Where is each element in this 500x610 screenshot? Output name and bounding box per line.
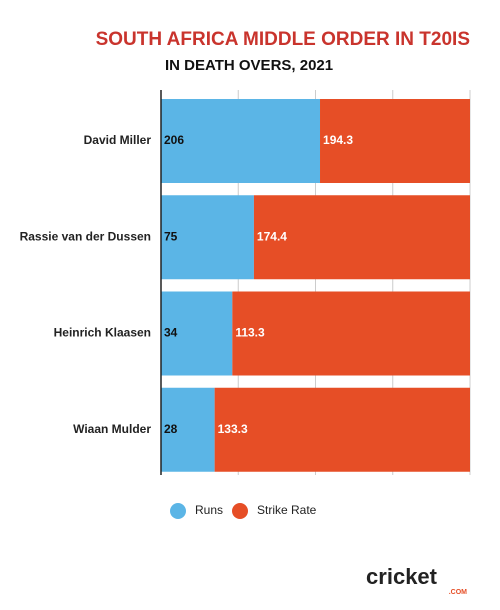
bar-segment: [214, 387, 470, 472]
category-label: Heinrich Klaasen: [54, 326, 151, 340]
value-label: 194.3: [323, 133, 353, 147]
category-label: Rassie van der Dussen: [20, 229, 151, 243]
bar-segment: [161, 99, 321, 183]
bar-segment: [253, 195, 470, 280]
value-label: 34: [164, 326, 178, 340]
value-label: 206: [164, 133, 184, 147]
bar-segment: [161, 387, 215, 472]
chart-subtitle: IN DEATH OVERS, 2021: [165, 57, 333, 74]
category-label: Wiaan Mulder: [73, 422, 151, 436]
chart-title: SOUTH AFRICA MIDDLE ORDER IN T20IS: [96, 29, 470, 50]
category-label: David Miller: [84, 133, 152, 147]
bar-segment: [232, 291, 470, 376]
value-label: 113.3: [235, 326, 265, 340]
bar-segment: [161, 291, 233, 376]
legend-label: Strike Rate: [257, 503, 317, 517]
legend-swatch: [232, 503, 248, 519]
bar-segment: [161, 195, 254, 280]
logo: cricket: [366, 564, 438, 589]
value-label: 28: [164, 422, 178, 436]
logo-suffix: .COM: [449, 589, 467, 596]
value-label: 75: [164, 229, 178, 243]
legend-label: Runs: [195, 503, 223, 517]
value-label: 174.4: [257, 229, 287, 243]
bar-segment: [320, 99, 470, 183]
value-label: 133.3: [218, 422, 248, 436]
legend-swatch: [170, 503, 186, 519]
